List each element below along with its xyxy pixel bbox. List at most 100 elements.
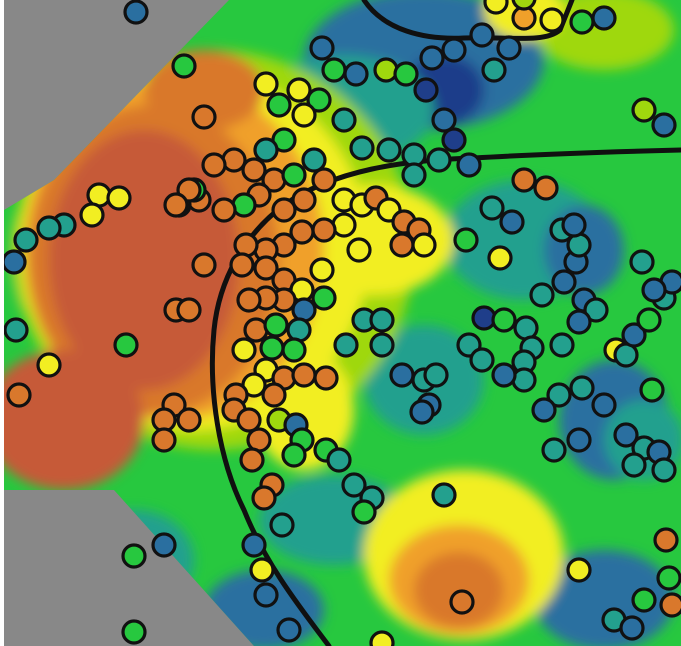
sample-point[interactable] [656, 565, 681, 591]
sample-point[interactable] [469, 347, 495, 373]
sample-point[interactable] [341, 472, 367, 498]
sample-point[interactable] [479, 195, 505, 221]
sample-point[interactable] [591, 392, 617, 418]
sample-point[interactable] [566, 427, 592, 453]
sample-point[interactable] [491, 362, 517, 388]
sample-point[interactable] [286, 77, 312, 103]
sample-point[interactable] [309, 257, 335, 283]
sample-point[interactable] [233, 232, 259, 258]
sample-point[interactable] [259, 335, 285, 361]
sample-point[interactable] [236, 287, 262, 313]
sample-point[interactable] [651, 112, 677, 138]
sample-point[interactable] [79, 202, 105, 228]
sample-point[interactable] [629, 249, 655, 275]
sample-point[interactable] [266, 92, 292, 118]
sample-point[interactable] [483, 0, 509, 15]
sample-point[interactable] [291, 102, 317, 128]
sample-point[interactable] [261, 382, 287, 408]
sample-point[interactable] [431, 482, 457, 508]
sample-point[interactable] [469, 22, 495, 48]
sample-point[interactable] [441, 37, 467, 63]
sample-point[interactable] [151, 532, 177, 558]
sample-point[interactable] [431, 107, 457, 133]
sample-point[interactable] [151, 427, 177, 453]
sample-point[interactable] [176, 407, 202, 433]
sample-point[interactable] [36, 352, 62, 378]
sample-point[interactable] [4, 249, 27, 275]
sample-point[interactable] [333, 332, 359, 358]
sample-point[interactable] [511, 0, 537, 11]
sample-point[interactable] [419, 45, 445, 71]
sample-point[interactable] [413, 77, 439, 103]
sample-point[interactable] [539, 7, 565, 33]
sample-point[interactable] [549, 332, 575, 358]
sample-point[interactable] [481, 57, 507, 83]
sample-point[interactable] [529, 282, 555, 308]
sample-point[interactable] [491, 307, 517, 333]
sample-point[interactable] [253, 582, 279, 608]
sample-point[interactable] [251, 485, 277, 511]
sample-point[interactable] [201, 152, 227, 178]
sample-point[interactable] [456, 152, 482, 178]
sample-point[interactable] [423, 362, 449, 388]
sample-point[interactable] [631, 97, 657, 123]
sample-point[interactable] [659, 592, 681, 618]
sample-point[interactable] [231, 337, 257, 363]
sample-point[interactable] [346, 237, 372, 263]
sample-point[interactable] [106, 185, 132, 211]
sample-point[interactable] [569, 9, 595, 35]
sample-point[interactable] [546, 382, 572, 408]
sample-point[interactable] [309, 35, 335, 61]
sample-point[interactable] [176, 297, 202, 323]
sample-point[interactable] [393, 61, 419, 87]
sample-point[interactable] [389, 362, 415, 388]
sample-point[interactable] [123, 0, 149, 25]
sample-point[interactable] [349, 135, 375, 161]
sample-point[interactable] [351, 499, 377, 525]
sample-point[interactable] [496, 35, 522, 61]
sample-point[interactable] [369, 332, 395, 358]
sample-point[interactable] [331, 107, 357, 133]
sample-point[interactable] [551, 269, 577, 295]
sample-point[interactable] [569, 375, 595, 401]
sample-point[interactable] [6, 382, 32, 408]
sample-point[interactable] [281, 162, 307, 188]
sample-point[interactable] [113, 332, 139, 358]
sample-point[interactable] [321, 57, 347, 83]
sample-point[interactable] [253, 137, 279, 163]
sample-point[interactable] [511, 167, 537, 193]
sample-point[interactable] [301, 147, 327, 173]
sample-point[interactable] [121, 543, 147, 569]
sample-point[interactable] [271, 197, 297, 223]
sample-point[interactable] [291, 362, 317, 388]
sample-point[interactable] [613, 422, 639, 448]
sample-point[interactable] [376, 137, 402, 163]
sample-point[interactable] [311, 285, 337, 311]
sample-point[interactable] [276, 617, 302, 643]
sample-point[interactable] [449, 589, 475, 615]
sample-point[interactable] [561, 212, 587, 238]
sample-point[interactable] [639, 377, 665, 403]
sample-point[interactable] [36, 215, 62, 241]
sample-point[interactable] [241, 157, 267, 183]
sample-point[interactable] [426, 147, 452, 173]
sample-point[interactable] [487, 245, 513, 271]
sample-point[interactable] [411, 232, 437, 258]
sample-point[interactable] [211, 197, 237, 223]
sample-point[interactable] [311, 217, 337, 243]
sample-point[interactable] [289, 219, 315, 245]
sample-point[interactable] [291, 187, 317, 213]
sample-point[interactable] [541, 437, 567, 463]
sample-point[interactable] [306, 87, 332, 113]
sample-point[interactable] [566, 309, 592, 335]
sample-point[interactable] [171, 53, 197, 79]
sample-point[interactable] [281, 337, 307, 363]
sample-point[interactable] [531, 397, 557, 423]
sample-point[interactable] [499, 209, 525, 235]
sample-point[interactable] [281, 442, 307, 468]
sample-point[interactable] [239, 447, 265, 473]
sample-point[interactable] [343, 61, 369, 87]
sample-point[interactable] [236, 407, 262, 433]
sample-point[interactable] [591, 5, 617, 31]
sample-point[interactable] [191, 252, 217, 278]
